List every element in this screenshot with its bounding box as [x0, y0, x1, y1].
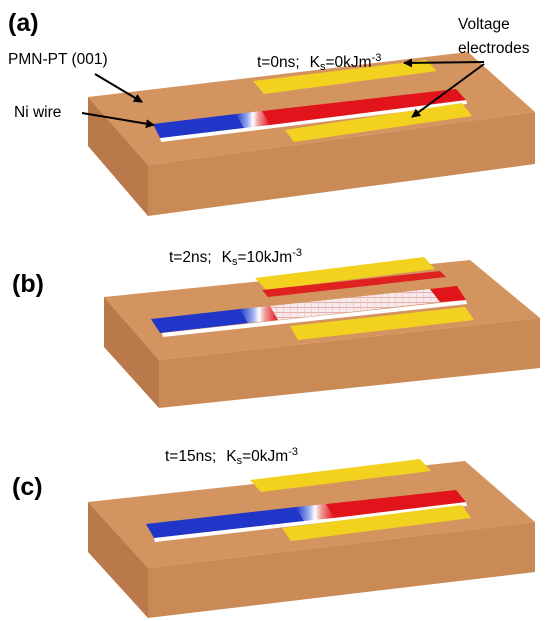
- electrode-front: [290, 307, 474, 340]
- ni-wire-edge: [160, 100, 467, 142]
- domain-wall: [236, 111, 270, 128]
- substrate-front: [88, 502, 148, 618]
- panel-a: (a) t=0ns; Ks=0kJm-3 PMN-PT (001) Ni wire…: [8, 9, 535, 216]
- electrode-back: [255, 257, 435, 290]
- electrode-back-arrow: [403, 58, 485, 68]
- substrate-side: [148, 522, 535, 618]
- panel-label: (c): [12, 473, 43, 501]
- domain-right-strip: [262, 271, 446, 297]
- time-label: t=2ns; Ks=10kJm-3: [169, 247, 302, 268]
- ni-wire-edge: [154, 502, 467, 542]
- panel-label: (b): [12, 270, 44, 298]
- electrodes-label-line1: Voltage: [458, 16, 510, 33]
- electrode-front: [285, 103, 472, 142]
- domain-left: [146, 507, 304, 538]
- substrate-side: [159, 318, 540, 408]
- electrode-front-arrow: [411, 63, 485, 118]
- domain-left: [153, 114, 244, 138]
- substrate-arrow: [94, 73, 143, 103]
- domain-wall: [296, 504, 334, 521]
- domain-right: [326, 490, 466, 518]
- substrate-front: [104, 297, 159, 408]
- domain-left: [151, 309, 248, 333]
- domain-hatched: [270, 289, 440, 320]
- electrode-back: [253, 60, 437, 94]
- time-label: t=0ns; Ks=0kJm-3: [257, 52, 381, 73]
- panel-c: (c) t=15ns; Ks=0kJm-3: [12, 446, 535, 618]
- panel-b: (b) t=2ns; Ks=10kJm-3: [12, 247, 540, 408]
- domain-wall: [240, 306, 278, 323]
- substrate-front: [88, 97, 148, 216]
- ni-wire-label: Ni wire: [14, 104, 61, 121]
- substrate-label: PMN-PT (001): [8, 51, 108, 68]
- domain-right: [430, 286, 466, 302]
- electrode-back: [250, 459, 431, 492]
- electrode-front: [282, 505, 471, 541]
- substrate-side: [148, 112, 535, 216]
- time-label: t=15ns; Ks=0kJm-3: [165, 446, 298, 467]
- domain-right: [262, 89, 466, 125]
- ni-wire-edge: [162, 300, 467, 337]
- panel-label: (a): [8, 9, 39, 37]
- electrodes-label-line2: electrodes: [458, 40, 530, 57]
- ni-wire-arrow: [81, 112, 155, 129]
